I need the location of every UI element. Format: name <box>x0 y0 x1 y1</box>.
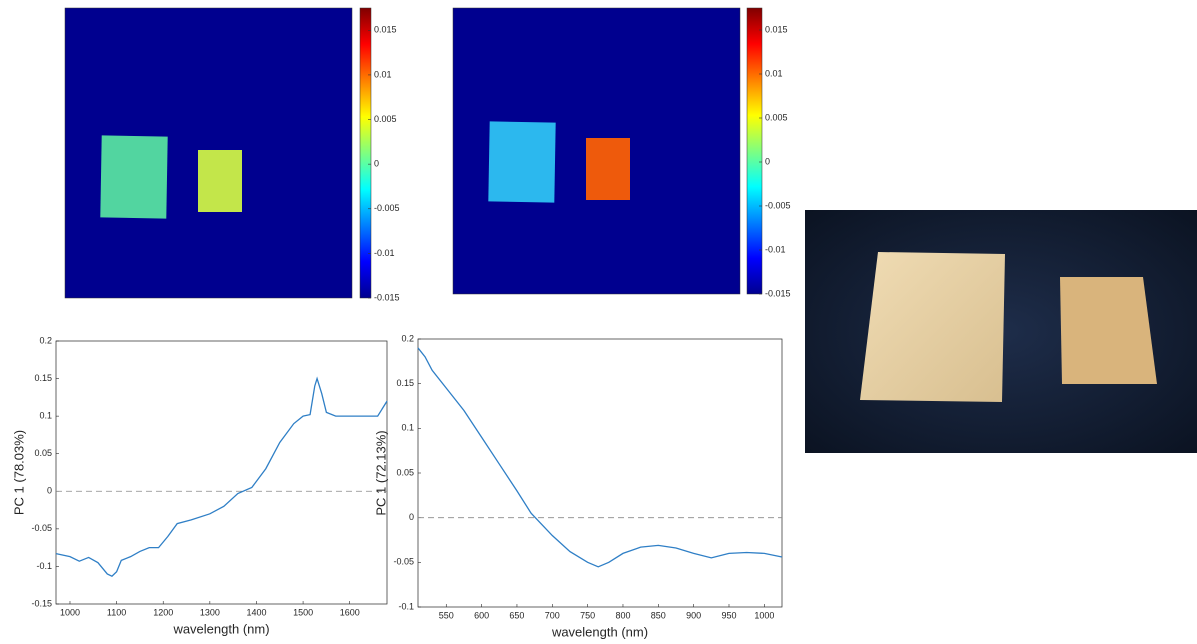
x-tick-label: 1600 <box>340 607 360 617</box>
y-tick-label: -0.15 <box>31 598 52 608</box>
x-tick-label: 750 <box>580 610 595 620</box>
x-tick-label: 700 <box>545 610 560 620</box>
plot-area <box>417 338 783 608</box>
colorbar-tick-label: 0.005 <box>374 114 397 124</box>
y-tick-label: 0.1 <box>39 411 52 421</box>
x-tick-label: 1200 <box>153 607 173 617</box>
y-tick-label: -0.1 <box>398 601 414 611</box>
y-tick-label: 0.05 <box>34 448 52 458</box>
y-tick-label: 0 <box>47 486 52 496</box>
y-tick-label: 0.15 <box>34 373 52 383</box>
y-tick-label: 0.15 <box>396 378 414 388</box>
y-axis-label: PC 1 (78.03%) <box>11 430 26 515</box>
x-tick-label: 1000 <box>754 610 774 620</box>
colorbar-tick-label: 0 <box>765 156 770 166</box>
colorbar-tick-label: -0.01 <box>765 244 786 254</box>
x-tick-label: 600 <box>474 610 489 620</box>
colorbar-tick-label: -0.015 <box>765 288 791 298</box>
colorbar-tick-label: 0.015 <box>765 24 788 34</box>
y-tick-label: 0.2 <box>39 335 52 345</box>
x-tick-label: 1300 <box>200 607 220 617</box>
data-line <box>55 376 388 577</box>
x-axis-label: wavelength (nm) <box>551 624 648 639</box>
x-tick-label: 550 <box>439 610 454 620</box>
x-tick-label: 800 <box>615 610 630 620</box>
colorbar-tick-label: -0.005 <box>374 203 400 213</box>
colorbar-tick-label: -0.01 <box>374 248 395 258</box>
x-tick-label: 1400 <box>246 607 266 617</box>
colorbar-tick-label: 0.01 <box>374 69 392 79</box>
y-tick-label: 0.1 <box>401 423 414 433</box>
x-tick-label: 850 <box>651 610 666 620</box>
colorbar-tick-label: -0.015 <box>374 292 400 302</box>
colorbar-tick-label: 0.005 <box>765 112 788 122</box>
x-axis-label: wavelength (nm) <box>172 621 269 636</box>
colorbar-tick-label: 0 <box>374 159 379 169</box>
plot-area <box>55 340 388 605</box>
heatmap-image-2 <box>452 7 741 295</box>
colorbar-tick-label: 0.015 <box>374 25 397 35</box>
y-axis-label: PC 1 (72.13%) <box>373 430 388 515</box>
y-tick-label: -0.05 <box>31 523 52 533</box>
x-tick-label: 1100 <box>107 607 126 617</box>
colorbar-tick-label: 0.01 <box>765 68 783 78</box>
heatmap-image-1 <box>64 7 353 299</box>
x-tick-label: 1000 <box>60 607 80 617</box>
y-tick-label: -0.1 <box>36 561 52 571</box>
y-tick-label: 0.05 <box>396 467 414 477</box>
colorbar-tick-label: -0.005 <box>765 200 791 210</box>
y-tick-label: 0 <box>409 512 414 522</box>
x-tick-label: 650 <box>509 610 524 620</box>
x-tick-label: 900 <box>686 610 701 620</box>
y-tick-label: -0.05 <box>393 557 414 567</box>
data-line <box>417 347 783 568</box>
y-tick-label: 0.2 <box>401 333 414 343</box>
colorbar <box>746 7 763 295</box>
photo <box>805 210 1197 453</box>
x-tick-label: 950 <box>721 610 736 620</box>
x-tick-label: 1500 <box>293 607 313 617</box>
colorbar <box>359 7 372 299</box>
